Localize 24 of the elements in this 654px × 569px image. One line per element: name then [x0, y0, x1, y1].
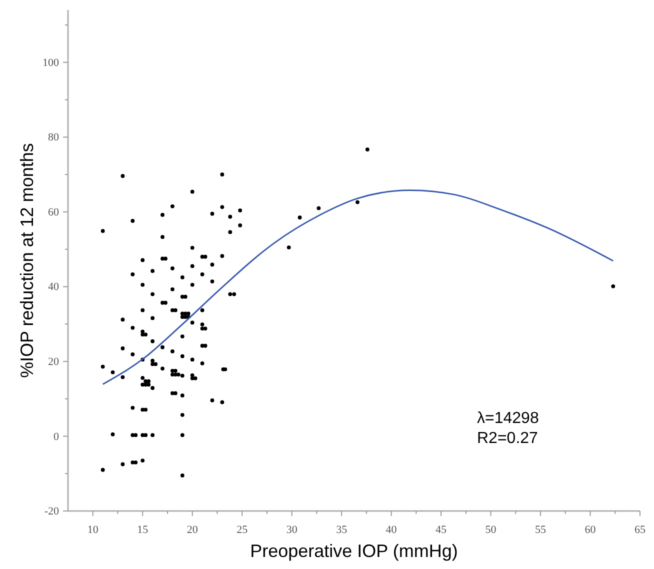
y-tick-label: 20: [48, 356, 60, 368]
line-series: [102, 189, 614, 386]
annotation: λ=14298: [477, 410, 539, 427]
x-tick-label: 15: [137, 524, 149, 536]
x-tick-label: 30: [286, 524, 298, 536]
x-tick-label: 45: [436, 524, 448, 536]
y-tick-label: 80: [48, 132, 60, 144]
x-tick-label: 50: [485, 524, 497, 536]
y-tick-label: 40: [48, 281, 60, 294]
y-tick-label: 100: [42, 56, 60, 69]
annotation: R2=0.27: [477, 430, 538, 447]
x-tick-label: 60: [584, 524, 596, 536]
y-axis-title: %IOP reduction at 12 months: [17, 143, 37, 378]
x-tick-label: 65: [634, 524, 646, 536]
y-tick-label: 0: [54, 430, 60, 443]
y-tick-label: -20: [44, 506, 60, 518]
x-axis-title: Preoperative IOP (mmHg): [250, 541, 458, 561]
x-tick-label: 20: [186, 524, 198, 536]
x-tick-label: 25: [236, 524, 248, 536]
y-tick-label: 60: [48, 206, 60, 218]
x-tick-label: 55: [535, 524, 547, 536]
x-tick-label: 35: [336, 524, 348, 536]
x-tick-label: 10: [87, 524, 99, 536]
x-tick-label: 40: [386, 524, 398, 536]
